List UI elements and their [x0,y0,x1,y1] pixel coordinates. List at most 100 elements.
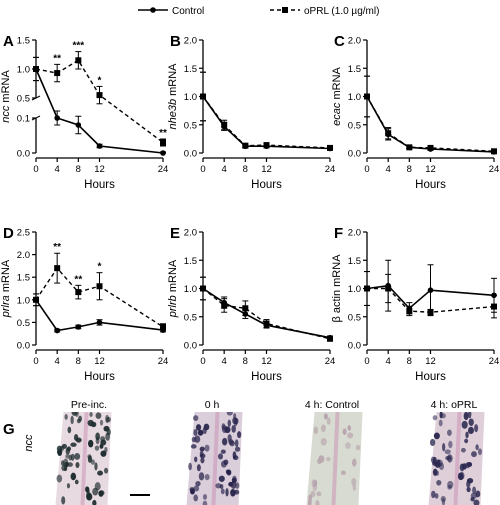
y-axis-label-gene: nhe3b [167,99,179,130]
x-tick-label: 8 [76,356,81,367]
y-tick-label: 0.0 [17,149,30,160]
point-control [75,324,82,330]
stained-cell [87,439,94,448]
stained-cell [429,438,436,447]
panel-letter: F [334,225,343,242]
legend-control-label: Control [172,6,204,17]
y-tick-label: 0.0 [348,149,361,160]
stained-cell [202,500,208,505]
y-tick-label: 2.0 [184,36,197,47]
series-oprl [33,51,166,147]
point-oprl [242,305,249,312]
stained-cell [67,426,72,434]
point-oprl [385,130,392,137]
y-tick-label: 1.5 [348,64,361,75]
stained-cell [315,500,320,505]
stained-cell [190,444,197,449]
y-axis-label-gene: prlra [0,295,12,318]
stained-cell [223,459,229,466]
point-oprl [200,93,206,100]
stained-cell [464,438,469,444]
image-label: 0 h [205,399,220,411]
stained-cell [226,412,233,416]
stained-cell [197,429,204,436]
stained-cell [105,416,111,423]
y-tick-label: 0.5 [17,94,30,105]
stained-cell [347,432,354,439]
panel-f: F 0.0 0.5 1.0 1.5 2.0 0 4 8 12 24 Hours β actin mRNA [331,225,499,383]
stained-cell [95,436,100,445]
x-tick-label: 12 [94,356,105,367]
y-axis-label: prlrb mRNA [167,259,179,318]
point-control [96,143,103,149]
stained-cell [74,453,81,460]
stained-cell [198,472,205,481]
image-label: Pre-inc. [71,399,107,411]
stained-cell [435,470,440,476]
stained-cell [438,419,443,427]
point-control [160,150,166,156]
y-tick-label: 0.0 [17,341,30,352]
significance-marker: * [98,262,102,273]
line-control [35,299,164,332]
x-tick-label: 0 [200,164,205,175]
stained-cell [225,469,230,475]
y-axis-label-unit: β actin mRNA [331,254,343,323]
stained-cell [221,437,228,446]
point-oprl [327,335,333,342]
y-tick-label: 0.0 [348,341,361,352]
x-tick-label: 12 [425,356,436,367]
panel-letter: E [170,225,180,242]
stained-cell [90,421,97,428]
midline [331,412,340,505]
stained-cell [63,466,68,472]
point-control [54,327,60,334]
point-oprl [221,302,228,309]
stained-cell [218,475,225,482]
stained-cell [227,419,232,427]
point-oprl [242,142,249,149]
y-tick-label: 1.5 [17,36,30,47]
stained-cell [65,447,70,455]
point-control [54,115,60,121]
y-axis-label: nhe3b mRNA [167,63,179,130]
significance-marker: ** [53,242,61,253]
stained-cell [95,412,102,419]
stained-cell [473,499,480,505]
stained-cell [105,432,110,441]
point-oprl [160,139,166,146]
y-tick-label: 0.5 [348,312,361,323]
x-tick-label: 4 [222,356,227,367]
y-tick-label: 1.5 [184,256,197,267]
x-tick-label: 24 [158,164,169,175]
stained-cell [70,415,74,425]
stained-cell [67,462,73,467]
y-tick-label: 0.0 [184,341,197,352]
stained-cell [472,486,477,494]
stained-cell [352,483,357,491]
stained-cell [193,415,199,421]
y-tick-label: 1.0 [184,92,197,103]
stained-cell [471,451,477,458]
y-tick-label: 2.0 [184,228,197,239]
stained-cell [320,438,327,446]
x-tick-label: 8 [76,164,81,175]
stained-cell [232,475,237,481]
point-oprl [263,142,270,149]
line-control [202,287,331,339]
x-tick-label: 8 [243,164,248,175]
y-tick-label: 1.0 [348,284,361,295]
stained-cell [225,488,229,497]
stained-cell [66,483,71,489]
point-oprl [75,289,82,296]
significance-marker: *** [72,41,84,52]
y-tick-label: 2.0 [348,36,361,47]
point-oprl [33,296,39,303]
stained-cell [345,442,351,449]
x-tick-label: 12 [425,164,436,175]
y-axis-label-unit: mRNA [167,63,179,99]
stained-cell [447,429,452,436]
x-axis-label: Hours [415,371,446,383]
panel-letter: C [334,33,345,50]
